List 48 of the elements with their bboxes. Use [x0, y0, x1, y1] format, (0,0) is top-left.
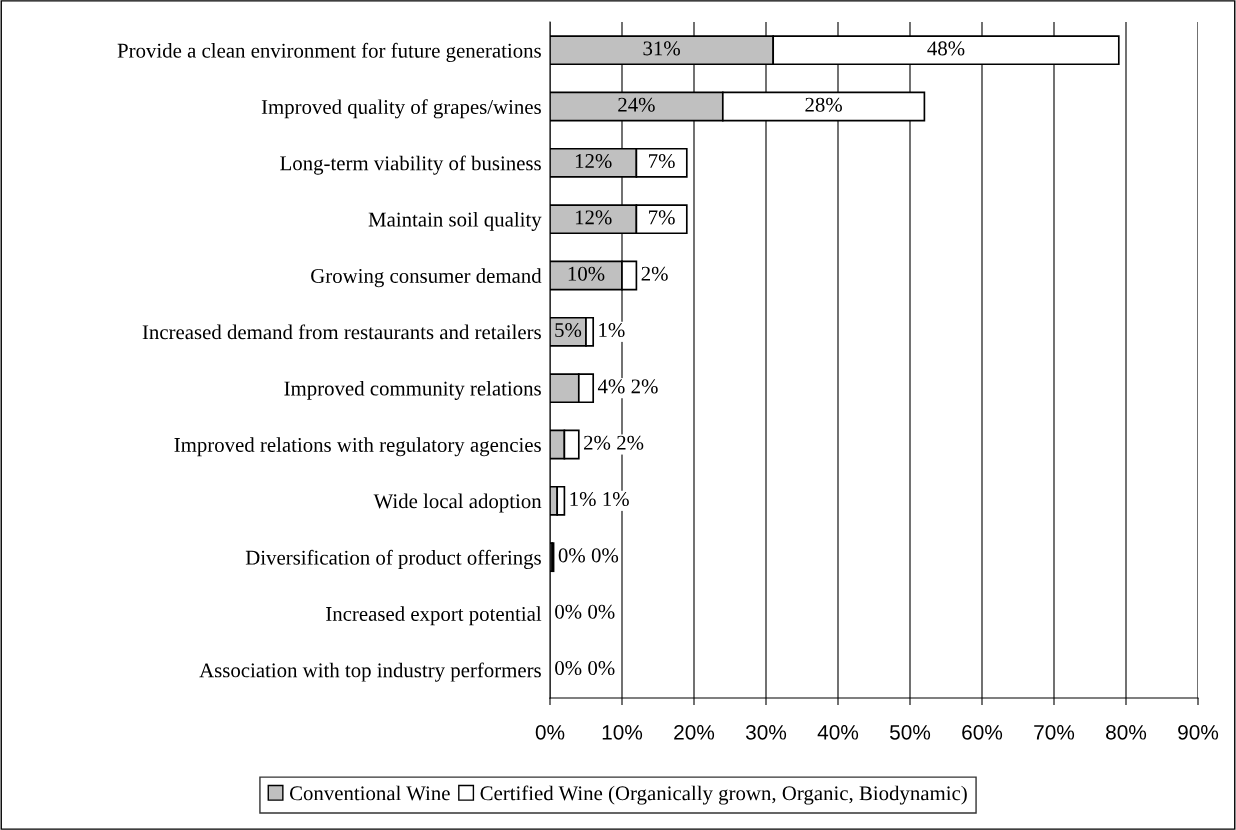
- x-tick-label: 40%: [817, 724, 859, 740]
- data-label: 1%: [570, 491, 596, 507]
- data-label: 12%: [575, 153, 612, 169]
- x-tick-label: 50%: [889, 724, 931, 740]
- data-label: 0%: [591, 548, 619, 563]
- y-tick-label: Long-term viability of business: [280, 155, 541, 175]
- x-tick-label: 20%: [674, 724, 715, 740]
- data-label: 48%: [927, 41, 965, 56]
- y-tick-label: Improved relations with regulatory agencies: [174, 437, 541, 457]
- x-tick-label: 0%: [535, 724, 565, 740]
- legend-label: Certified Wine (Organically grown, Organic, Biodynamic): [480, 785, 967, 805]
- data-label: 2%: [584, 435, 611, 450]
- x-tick-label: 70%: [1034, 724, 1075, 740]
- data-label: 2%: [641, 266, 668, 281]
- x-tick-label: 80%: [1106, 724, 1147, 740]
- x-tick-label: 90%: [1178, 724, 1219, 740]
- data-label: 12%: [575, 210, 612, 225]
- data-label: 0%: [588, 604, 615, 619]
- data-label: 0%: [558, 548, 585, 563]
- y-tick-label: Maintain soil quality: [368, 211, 542, 231]
- data-label: 7%: [649, 210, 675, 225]
- data-label: 28%: [805, 97, 842, 112]
- data-label: 1%: [603, 491, 629, 507]
- y-tick-label: Association with top industry performers: [199, 662, 541, 682]
- y-tick-label: Provide a clean environment for future generations: [117, 42, 541, 62]
- data-label: 24%: [618, 97, 655, 112]
- data-label: 7%: [649, 153, 675, 169]
- y-tick-label: Wide local adoption: [373, 493, 542, 513]
- data-label: 2%: [631, 379, 658, 394]
- data-label: 0%: [555, 604, 582, 619]
- y-tick-label: Improved community relations: [284, 380, 541, 400]
- data-label: 31%: [643, 41, 680, 56]
- data-label: 0%: [555, 660, 582, 676]
- data-label: 4%: [597, 379, 625, 394]
- y-tick-label: Diversification of product offerings: [245, 549, 541, 569]
- x-tick-label: 10%: [602, 724, 643, 740]
- data-label: 5%: [555, 322, 582, 338]
- data-label: 10%: [568, 266, 605, 281]
- y-tick-label: Improved quality of grapes/wines: [261, 99, 541, 119]
- y-tick-label: Growing consumer demand: [311, 268, 542, 288]
- legend-label: Conventional Wine: [289, 785, 450, 801]
- x-tick-label: 30%: [745, 724, 787, 740]
- x-tick-label: 60%: [962, 724, 1003, 740]
- y-tick-label: Increased demand from restaurants and retailers: [142, 324, 541, 340]
- data-label: 2%: [617, 435, 644, 450]
- data-label: 1%: [599, 322, 625, 338]
- data-label: 0%: [588, 660, 615, 676]
- y-tick-label: Increased export potential: [326, 606, 542, 626]
